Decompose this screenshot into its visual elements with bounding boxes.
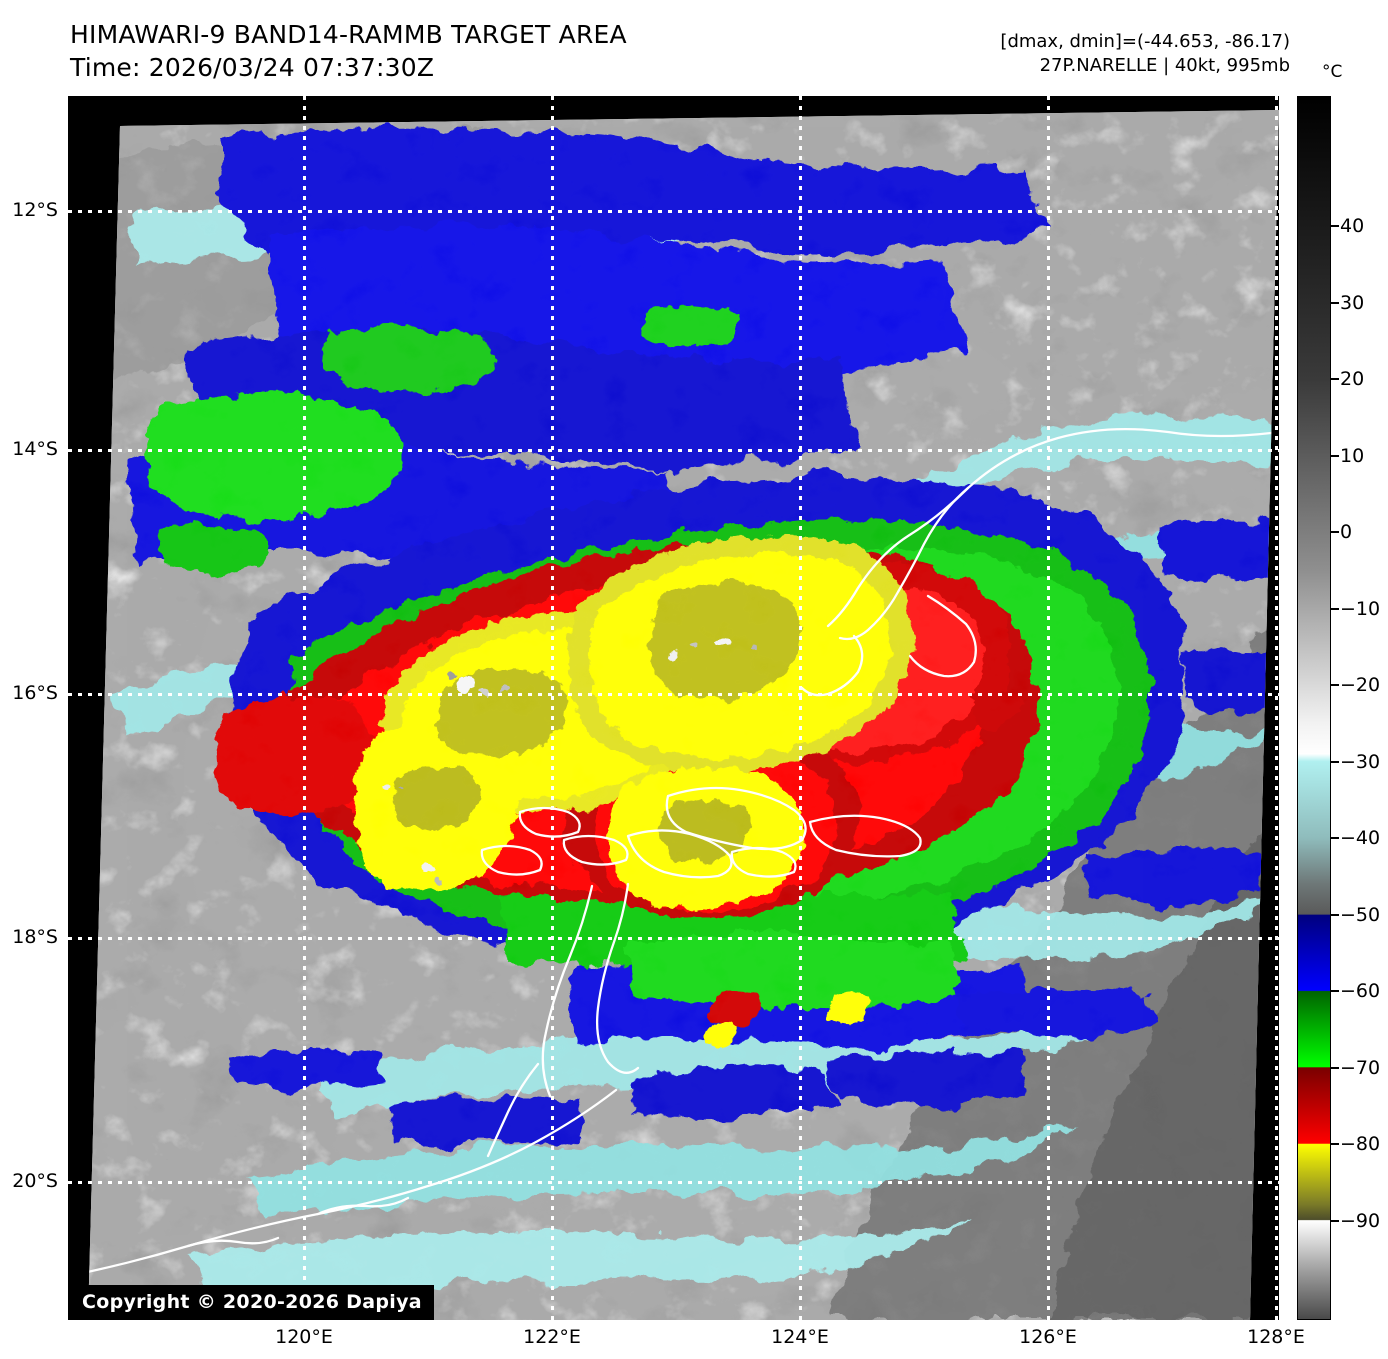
ytick-18s: 18°S xyxy=(12,926,58,948)
colorbar-tick-mark xyxy=(1331,1143,1339,1146)
colorbar-tick-label-13: −90 xyxy=(1340,1209,1381,1232)
timestamp-label: Time: 2026/03/24 07:37:30Z xyxy=(70,53,435,82)
colorbar-tick-mark xyxy=(1331,378,1339,381)
ytick-14s: 14°S xyxy=(12,438,58,460)
ytick-20s: 20°S xyxy=(12,1170,58,1192)
colorbar-tick-label-0: 40 xyxy=(1340,215,1365,238)
colorbar xyxy=(1297,96,1331,1320)
colorbar-tick-mark xyxy=(1331,225,1339,228)
colorbar-tick-label-5: −10 xyxy=(1340,597,1381,620)
colorbar-tick-mark xyxy=(1331,531,1339,534)
colorbar-tick-mark xyxy=(1331,837,1339,840)
colorbar-tick-label-4: 0 xyxy=(1340,521,1353,544)
ytick-16s: 16°S xyxy=(12,682,58,704)
colorbar-tick-mark xyxy=(1331,301,1339,304)
colorbar-gradient xyxy=(1298,97,1330,1319)
colorbar-tick-mark xyxy=(1331,760,1339,763)
ytick-12s: 12°S xyxy=(12,199,58,221)
satellite-imagery xyxy=(68,96,1279,1320)
colorbar-tick-mark xyxy=(1331,607,1339,610)
colorbar-tick-label-10: −60 xyxy=(1340,980,1381,1003)
colorbar-tick-label-11: −70 xyxy=(1340,1056,1381,1079)
colorbar-tick-mark xyxy=(1331,913,1339,916)
colorbar-tick-label-12: −80 xyxy=(1340,1133,1381,1156)
dminmax-label: [dmax, dmin]=(-44.653, -86.17) xyxy=(1000,31,1290,52)
xtick-120e: 120°E xyxy=(275,1326,333,1348)
xtick-128e: 128°E xyxy=(1247,1326,1305,1348)
colorbar-tick-label-9: −50 xyxy=(1340,903,1381,926)
colorbar-tick-label-3: 10 xyxy=(1340,444,1365,467)
colorbar-unit-label: °C xyxy=(1322,62,1343,82)
colorbar-tick-label-1: 30 xyxy=(1340,291,1365,314)
colorbar-tick-mark xyxy=(1331,1219,1339,1222)
xtick-124e: 124°E xyxy=(771,1326,829,1348)
colorbar-tick-label-7: −30 xyxy=(1340,750,1381,773)
colorbar-tick-mark xyxy=(1331,454,1339,457)
colorbar-tick-mark xyxy=(1331,684,1339,687)
copyright-label: Copyright © 2020-2026 Dapiya xyxy=(68,1285,434,1320)
colorbar-tick-label-6: −20 xyxy=(1340,674,1381,697)
header-meta-block: [dmax, dmin]=(-44.653, -86.17) 27P.NAREL… xyxy=(1000,30,1290,79)
colorbar-tick-label-8: −40 xyxy=(1340,827,1381,850)
satellite-image-panel: Copyright © 2020-2026 Dapiya xyxy=(68,96,1279,1320)
colorbar-tick-label-2: 20 xyxy=(1340,368,1365,391)
header-title-block: HIMAWARI-9 BAND14-RAMMB TARGET AREA Time… xyxy=(70,18,627,84)
page-title: HIMAWARI-9 BAND14-RAMMB TARGET AREA xyxy=(70,20,627,49)
xtick-126e: 126°E xyxy=(1019,1326,1077,1348)
colorbar-tick-mark xyxy=(1331,1066,1339,1069)
xtick-122e: 122°E xyxy=(523,1326,581,1348)
storm-info-label: 27P.NARELLE | 40kt, 995mb xyxy=(1039,55,1290,77)
colorbar-tick-mark xyxy=(1331,990,1339,993)
